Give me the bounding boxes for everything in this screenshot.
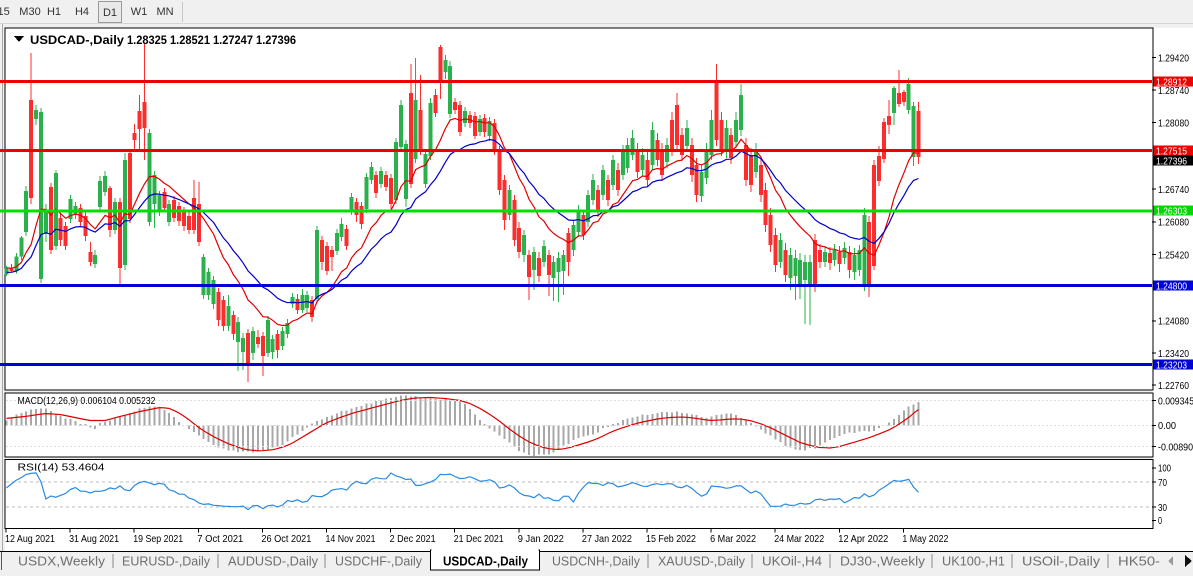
svg-text:30: 30 bbox=[1158, 502, 1167, 514]
svg-text:USDCAD-,Daily: USDCAD-,Daily bbox=[30, 33, 124, 47]
svg-text:6 Mar 2022: 6 Mar 2022 bbox=[710, 533, 756, 545]
svg-text:100: 100 bbox=[1158, 463, 1171, 475]
svg-text:1.26740: 1.26740 bbox=[1158, 184, 1189, 196]
svg-text:USOil-,Daily: USOil-,Daily bbox=[1022, 554, 1101, 569]
svg-text:1.28912: 1.28912 bbox=[1156, 77, 1187, 89]
svg-text:RSI(14) 53.4604: RSI(14) 53.4604 bbox=[18, 462, 105, 474]
svg-text:19 Sep 2021: 19 Sep 2021 bbox=[133, 533, 183, 545]
svg-text:26 Oct 2021: 26 Oct 2021 bbox=[261, 533, 311, 545]
svg-text:14 Nov 2021: 14 Nov 2021 bbox=[326, 533, 376, 545]
svg-text:1.24800: 1.24800 bbox=[1156, 280, 1187, 292]
svg-text:1.25420: 1.25420 bbox=[1158, 249, 1189, 261]
svg-text:UKOil-,H4: UKOil-,H4 bbox=[762, 554, 822, 569]
svg-text:24 Mar 2022: 24 Mar 2022 bbox=[774, 533, 824, 545]
svg-text:USDCAD-,Daily: USDCAD-,Daily bbox=[443, 554, 529, 569]
svg-text:2 Dec 2021: 2 Dec 2021 bbox=[390, 533, 436, 545]
svg-text:EURUSD-,Daily: EURUSD-,Daily bbox=[122, 554, 210, 569]
svg-text:1 May 2022: 1 May 2022 bbox=[902, 533, 948, 545]
svg-text:1.27396: 1.27396 bbox=[1156, 155, 1187, 167]
svg-text:15 Feb 2022: 15 Feb 2022 bbox=[646, 533, 696, 545]
svg-text:XAUUSD-,Daily: XAUUSD-,Daily bbox=[658, 554, 745, 569]
svg-text:70: 70 bbox=[1158, 477, 1167, 489]
svg-text:21 Dec 2021: 21 Dec 2021 bbox=[454, 533, 504, 545]
svg-text:0.009345: 0.009345 bbox=[1158, 395, 1193, 407]
svg-text:USDX,Weekly: USDX,Weekly bbox=[18, 554, 106, 569]
svg-text:USDCNH-,Daily: USDCNH-,Daily bbox=[552, 554, 640, 569]
svg-text:MACD(12,26,9) 0.006104 0.00523: MACD(12,26,9) 0.006104 0.005232 bbox=[18, 395, 156, 407]
svg-text:1.29420: 1.29420 bbox=[1158, 52, 1189, 64]
svg-text:1.26080: 1.26080 bbox=[1158, 217, 1189, 229]
svg-text:AUDUSD-,Daily: AUDUSD-,Daily bbox=[228, 554, 318, 569]
svg-text:0: 0 bbox=[1158, 515, 1162, 527]
svg-text:12 Apr 2022: 12 Apr 2022 bbox=[838, 533, 888, 545]
svg-text:27 Jan 2022: 27 Jan 2022 bbox=[582, 533, 632, 545]
svg-text:31 Aug 2021: 31 Aug 2021 bbox=[69, 533, 119, 545]
svg-text:1.27515: 1.27515 bbox=[1156, 145, 1187, 157]
svg-text:1.26303: 1.26303 bbox=[1156, 205, 1187, 217]
svg-text:1.23203: 1.23203 bbox=[1156, 359, 1187, 371]
svg-text:1.28740: 1.28740 bbox=[1158, 85, 1189, 97]
svg-text:12 Aug 2021: 12 Aug 2021 bbox=[5, 533, 55, 545]
svg-text:USDCHF-,Daily: USDCHF-,Daily bbox=[335, 554, 422, 569]
svg-text:HK50-: HK50- bbox=[1118, 554, 1160, 569]
svg-text:1.24080: 1.24080 bbox=[1158, 316, 1189, 328]
svg-text:0.00: 0.00 bbox=[1158, 420, 1176, 432]
svg-text:1.22760: 1.22760 bbox=[1158, 380, 1189, 392]
svg-text:7 Oct 2021: 7 Oct 2021 bbox=[197, 533, 243, 545]
svg-text:1.28080: 1.28080 bbox=[1158, 117, 1189, 129]
svg-text:9 Jan 2022: 9 Jan 2022 bbox=[518, 533, 564, 545]
svg-text:DJ30-,Weekly: DJ30-,Weekly bbox=[840, 554, 926, 569]
svg-text:1.28325 1.28521 1.27247 1.2739: 1.28325 1.28521 1.27247 1.27396 bbox=[127, 33, 296, 47]
svg-text:1.23420: 1.23420 bbox=[1158, 348, 1189, 360]
svg-text:UK100-,H1: UK100-,H1 bbox=[942, 554, 1005, 569]
